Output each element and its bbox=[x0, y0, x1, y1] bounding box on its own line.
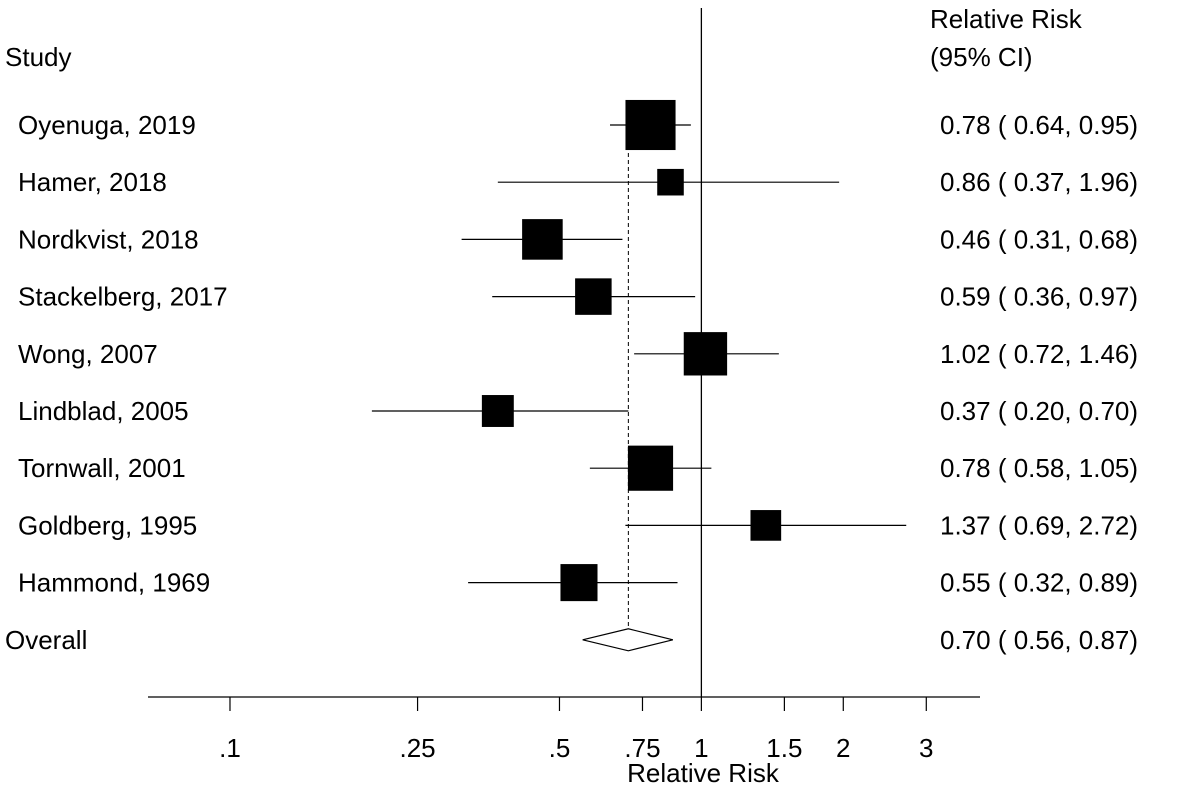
weight-square bbox=[627, 445, 674, 491]
x-axis-title: Relative Risk bbox=[627, 758, 780, 788]
study-label: Hamer, 2018 bbox=[18, 167, 167, 197]
weight-square bbox=[657, 168, 684, 196]
study-label: Nordkvist, 2018 bbox=[18, 224, 199, 254]
x-tick-label: .5 bbox=[549, 733, 571, 763]
study-label: Hammond, 1969 bbox=[18, 568, 210, 598]
study-label: Lindblad, 2005 bbox=[18, 396, 189, 426]
study-row: Wong, 2007 1.02 ( 0.72, 1.46) bbox=[18, 332, 1138, 376]
overall-row: Overall 0.70 ( 0.56, 0.87) bbox=[5, 625, 1138, 655]
x-tick-label: 1.5 bbox=[766, 733, 802, 763]
study-row: Lindblad, 2005 0.37 ( 0.20, 0.70) bbox=[18, 395, 1138, 427]
study-row: Hamer, 2018 0.86 ( 0.37, 1.96) bbox=[18, 167, 1138, 197]
weight-square bbox=[522, 219, 563, 260]
study-rows: Oyenuga, 2019 0.78 ( 0.64, 0.95) Hamer, 20… bbox=[18, 99, 1138, 602]
rr-column-header-line1: Relative Risk bbox=[930, 4, 1083, 34]
x-tick-label: 2 bbox=[836, 733, 850, 763]
study-row: Oyenuga, 2019 0.78 ( 0.64, 0.95) bbox=[18, 99, 1138, 151]
rr-ci-value: 0.78 ( 0.64, 0.95) bbox=[940, 110, 1138, 140]
weight-square bbox=[481, 395, 514, 427]
rr-column-header-line2: (95% CI) bbox=[930, 42, 1033, 72]
rr-ci-value: 1.37 ( 0.69, 2.72) bbox=[940, 510, 1138, 540]
weight-square bbox=[625, 99, 676, 151]
study-row: Hammond, 1969 0.55 ( 0.32, 0.89) bbox=[18, 564, 1138, 602]
study-label: Wong, 2007 bbox=[18, 339, 158, 369]
study-label: Oyenuga, 2019 bbox=[18, 110, 196, 140]
x-tick-label: .75 bbox=[624, 733, 660, 763]
x-axis: .1 .25 .5 .75 1 1.5 2 3 bbox=[148, 696, 980, 763]
study-label: Stackelberg, 2017 bbox=[18, 282, 228, 312]
weight-square bbox=[560, 564, 598, 602]
rr-ci-value: 0.55 ( 0.32, 0.89) bbox=[940, 568, 1138, 598]
study-column-header: Study bbox=[5, 42, 72, 72]
overall-row-marks: Overall 0.70 ( 0.56, 0.87) bbox=[5, 625, 1138, 655]
weight-square bbox=[575, 278, 612, 315]
rr-ci-value: 0.59 ( 0.36, 0.97) bbox=[940, 282, 1138, 312]
rr-ci-value: 0.86 ( 0.37, 1.96) bbox=[940, 167, 1138, 197]
study-label: Goldberg, 1995 bbox=[18, 510, 197, 540]
rr-ci-value: 0.37 ( 0.20, 0.70) bbox=[940, 396, 1138, 426]
study-row: Tornwall, 2001 0.78 ( 0.58, 1.05) bbox=[18, 445, 1138, 491]
x-tick-label: 3 bbox=[919, 733, 933, 763]
overall-diamond bbox=[582, 628, 674, 652]
weight-square bbox=[750, 510, 782, 541]
study-row: Nordkvist, 2018 0.46 ( 0.31, 0.68) bbox=[18, 219, 1138, 260]
x-tick-label: 1 bbox=[694, 733, 708, 763]
x-tick-label: .1 bbox=[219, 733, 241, 763]
rr-ci-value: 0.46 ( 0.31, 0.68) bbox=[940, 224, 1138, 254]
x-tick-label: .25 bbox=[399, 733, 435, 763]
weight-square bbox=[683, 332, 728, 376]
overall-label: Overall bbox=[5, 625, 87, 655]
rr-ci-value: 1.02 ( 0.72, 1.46) bbox=[940, 339, 1138, 369]
study-label: Tornwall, 2001 bbox=[18, 453, 186, 483]
rr-ci-value: 0.78 ( 0.58, 1.05) bbox=[940, 453, 1138, 483]
overall-rr-ci-value: 0.70 ( 0.56, 0.87) bbox=[940, 625, 1138, 655]
study-row: Stackelberg, 2017 0.59 ( 0.36, 0.97) bbox=[18, 278, 1138, 315]
study-row: Goldberg, 1995 1.37 ( 0.69, 2.72) bbox=[18, 510, 1138, 541]
